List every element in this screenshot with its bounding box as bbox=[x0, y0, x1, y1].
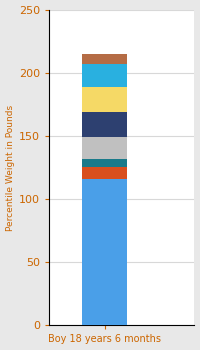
Bar bbox=[82, 64, 127, 87]
Bar bbox=[82, 87, 127, 112]
Y-axis label: Percentile Weight in Pounds: Percentile Weight in Pounds bbox=[6, 104, 15, 231]
Bar bbox=[82, 168, 127, 179]
Bar bbox=[82, 112, 127, 137]
Bar bbox=[82, 54, 127, 64]
Bar bbox=[82, 137, 127, 159]
Bar bbox=[82, 159, 127, 168]
Bar bbox=[82, 179, 127, 326]
